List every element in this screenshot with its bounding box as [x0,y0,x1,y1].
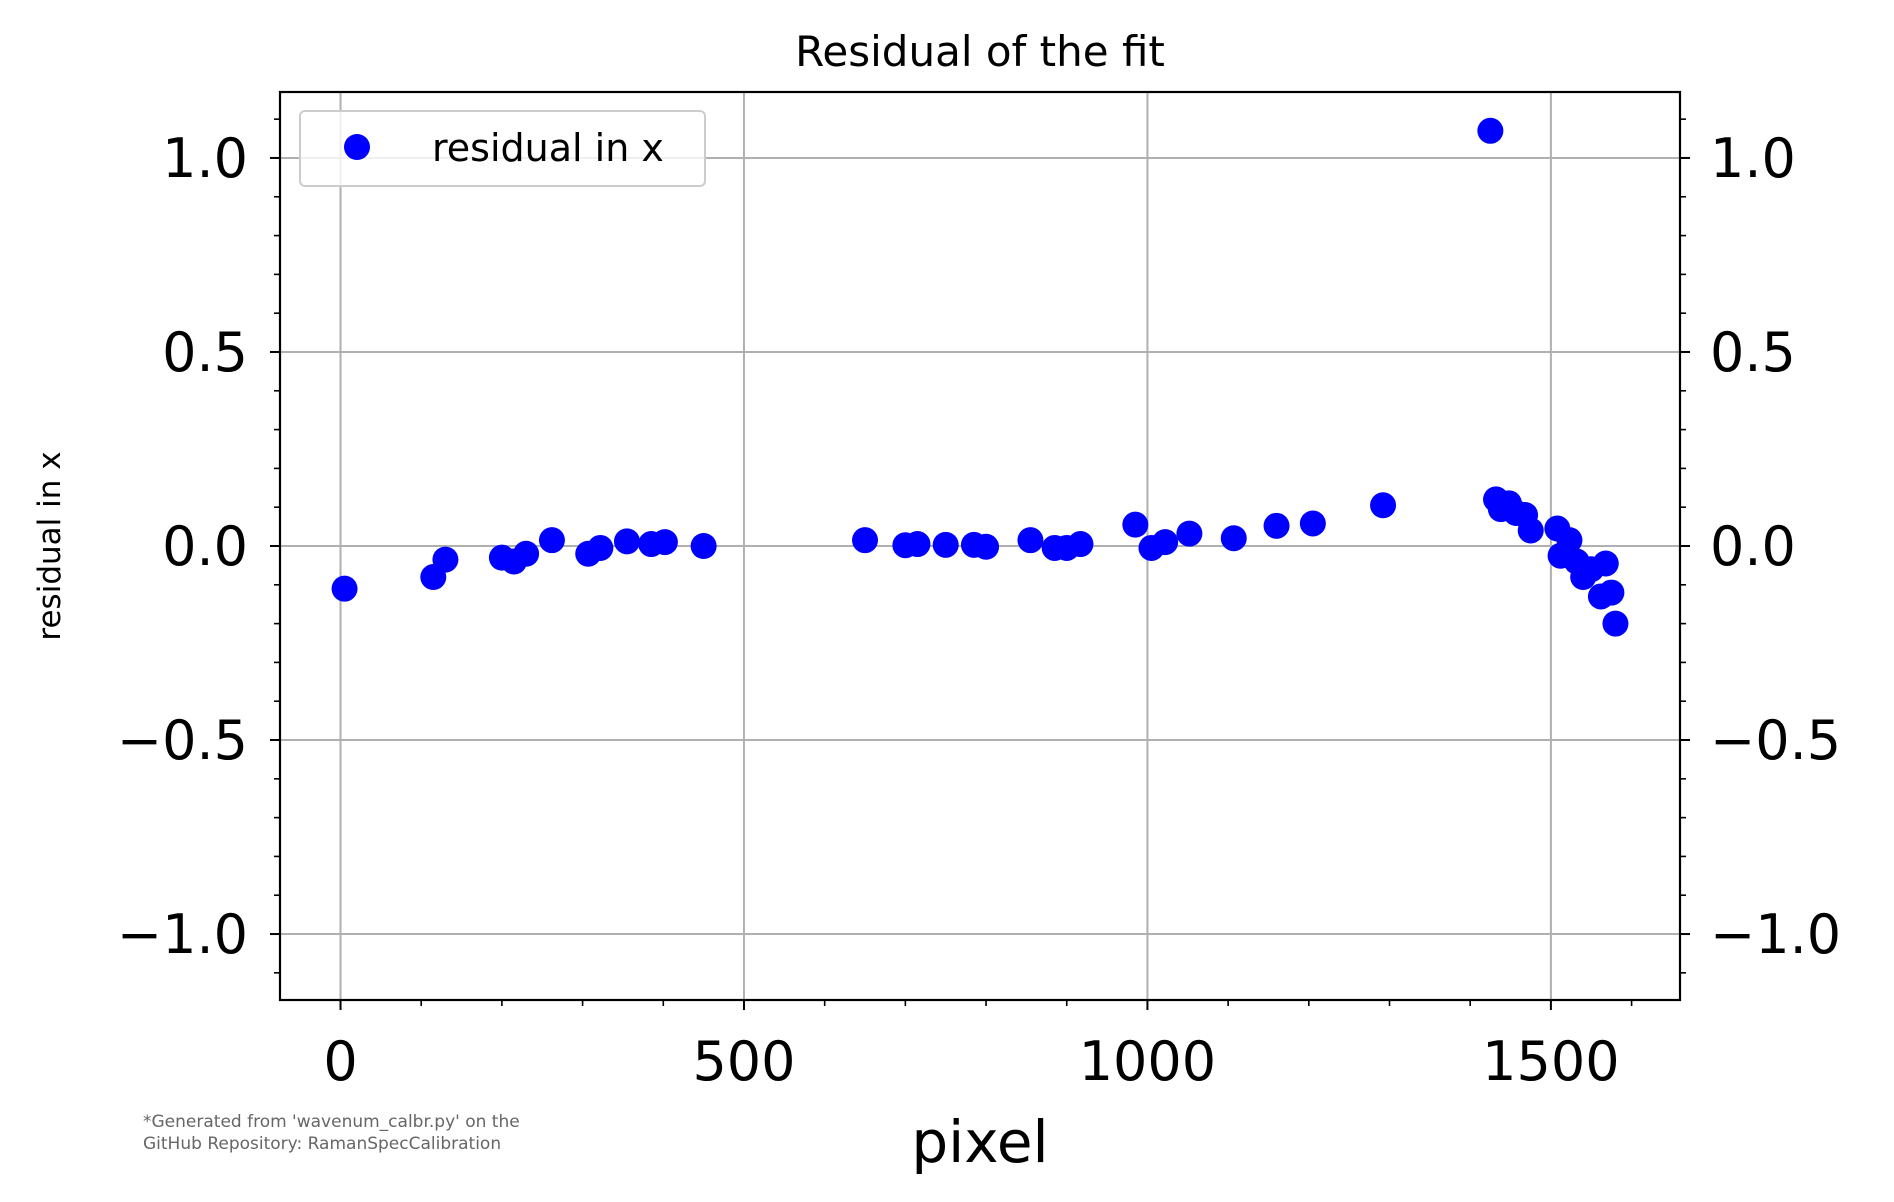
y-tick-label-left: −0.5 [117,709,248,772]
data-point [432,546,459,573]
data-point [1152,529,1179,556]
data-point [1370,492,1397,519]
data-point [613,528,640,555]
legend-box [299,110,706,187]
data-point [331,575,358,602]
footnote: *Generated from 'wavenum_calbr.py' on th… [143,1111,520,1155]
x-tick-label: 500 [692,1030,795,1093]
y-tick-label-left: −1.0 [117,903,248,966]
axis-ticks [270,118,1690,1010]
data-point [973,533,1000,560]
data-point [1592,550,1619,577]
data-point [538,527,565,554]
y-tick-label-right: 1.0 [1710,127,1796,190]
data-point [1602,610,1629,637]
y-tick-label-left: 0.0 [162,515,248,578]
y-tick-label-right: 0.0 [1710,515,1796,578]
legend-marker [344,134,370,160]
data-point [1299,510,1326,537]
data-points [331,117,1629,637]
y-tick-label-right: −0.5 [1710,709,1841,772]
x-tick-label: 1000 [1079,1030,1216,1093]
x-tick-label: 0 [323,1030,357,1093]
data-point [932,531,959,558]
data-point [1598,579,1625,606]
data-point [904,531,931,558]
data-point [587,534,614,561]
data-point [1220,525,1247,552]
y-axis-label: residual in x [32,451,68,640]
data-point [1517,517,1544,544]
data-point [852,527,879,554]
x-tick-label: 1500 [1482,1030,1619,1093]
data-point [1122,511,1149,538]
legend: residual in x [299,110,706,187]
footnote-line-1: *Generated from 'wavenum_calbr.py' on th… [143,1112,520,1132]
y-tick-label-left: 1.0 [162,127,248,190]
chart-title: Residual of the fit [795,27,1165,76]
data-point [690,533,717,559]
x-axis-label: pixel [911,1108,1048,1176]
tick-labels: 0 500 1000 1500 1.0 1.0 0.5 0.5 0.0 0.0 −0.5 −0.5 −1… [117,127,1841,1093]
data-point [1176,520,1203,547]
data-point [1067,531,1094,558]
y-tick-label-right: 0.5 [1710,321,1796,384]
legend-entry: residual in x [432,126,664,170]
data-point [651,529,678,556]
data-point [1263,512,1290,539]
data-point [513,540,540,567]
footnote-line-2: GitHub Repository: RamanSpecCalibration [143,1134,502,1154]
y-tick-label-left: 0.5 [162,321,248,384]
data-point [1556,527,1583,554]
y-tick-label-right: −1.0 [1710,903,1841,966]
data-point [1477,117,1504,144]
data-point [1017,527,1044,554]
